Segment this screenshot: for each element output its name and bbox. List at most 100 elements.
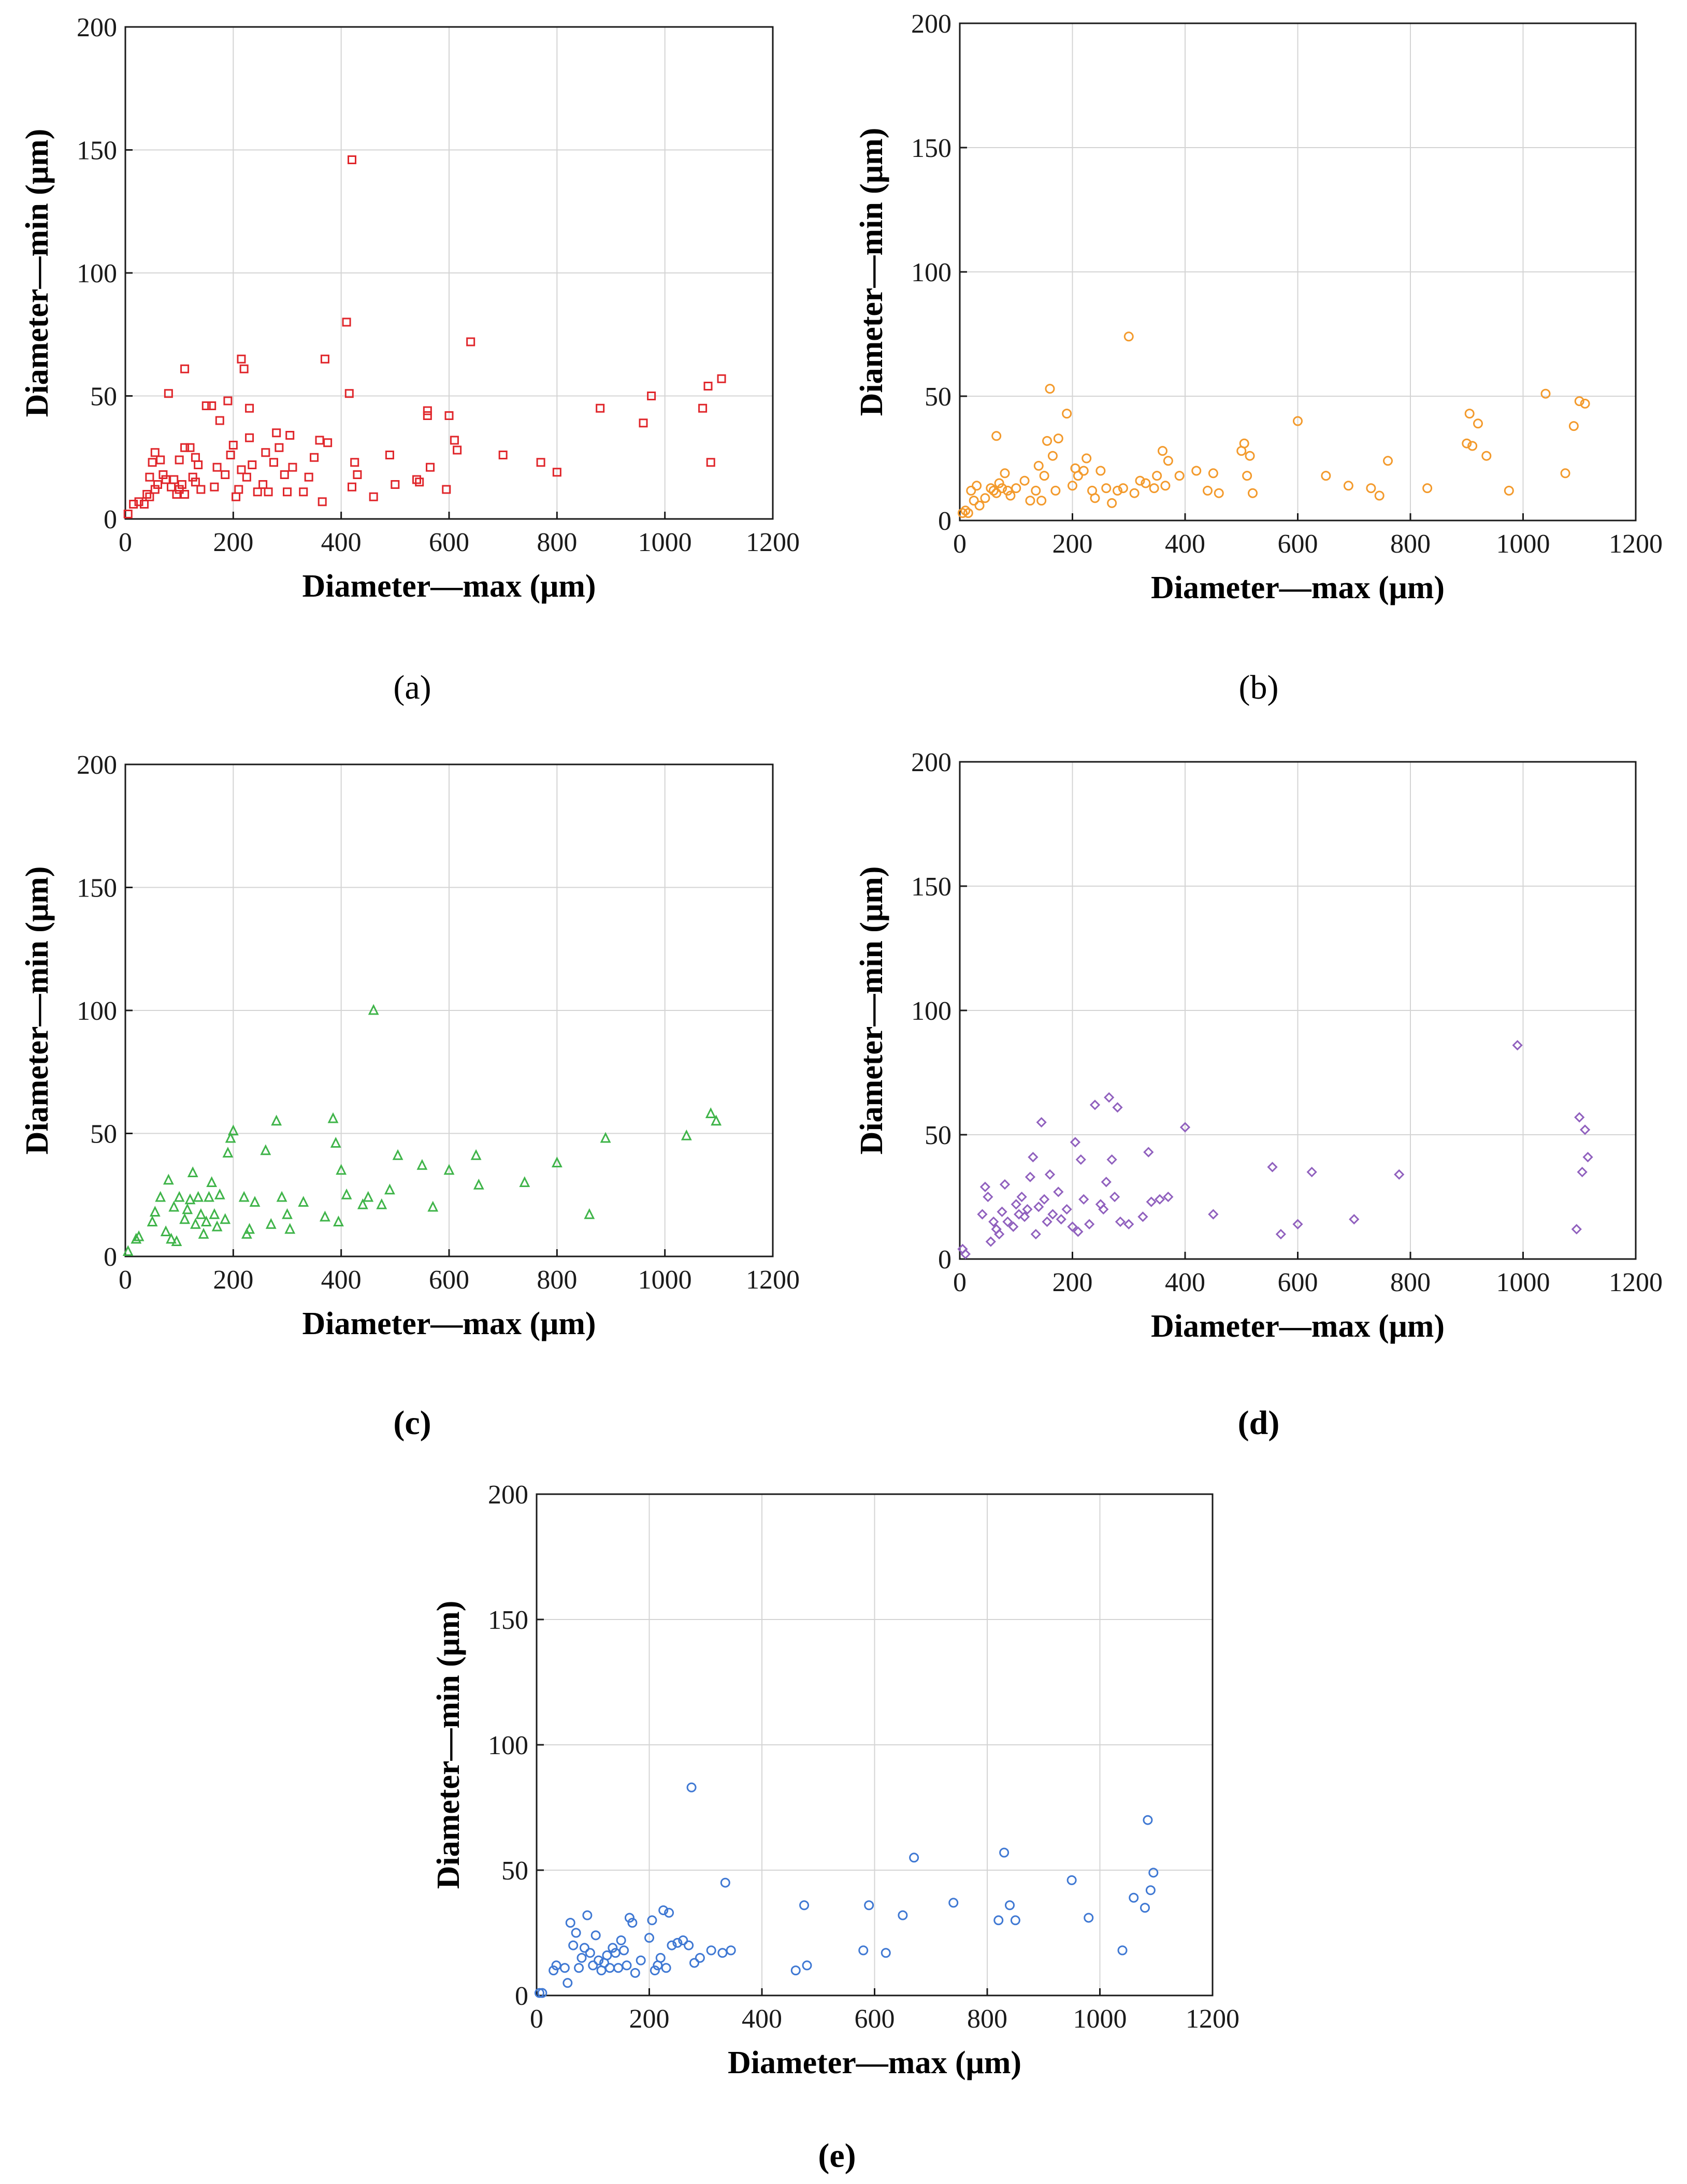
data-point bbox=[619, 1945, 629, 1956]
data-point bbox=[551, 1156, 563, 1167]
data-point bbox=[184, 1193, 196, 1205]
data-point bbox=[1106, 1154, 1117, 1165]
data-point bbox=[579, 1943, 589, 1953]
data-point bbox=[565, 1918, 575, 1928]
data-point bbox=[997, 483, 1007, 494]
data-point bbox=[549, 1965, 559, 1976]
data-point bbox=[392, 1149, 403, 1160]
x-tick-label: 0 bbox=[119, 1265, 132, 1295]
data-point bbox=[1044, 1169, 1056, 1180]
data-point bbox=[571, 1928, 581, 1938]
data-point bbox=[160, 1225, 171, 1236]
data-point bbox=[616, 1935, 626, 1946]
data-point bbox=[1129, 488, 1140, 498]
data-point bbox=[1053, 1187, 1064, 1197]
data-point bbox=[881, 1948, 891, 1958]
data-point bbox=[239, 364, 249, 373]
data-point bbox=[188, 472, 197, 482]
data-point bbox=[133, 1230, 145, 1241]
data-point bbox=[864, 1900, 874, 1911]
data-point bbox=[684, 1940, 694, 1950]
data-point bbox=[568, 1940, 579, 1950]
chart-c: 0 200 400 600 800 1000 1200 0 50 100 150 200 Diamete… bbox=[20, 750, 800, 1341]
data-point bbox=[142, 490, 152, 499]
data-point bbox=[260, 1144, 271, 1155]
data-point bbox=[552, 468, 561, 477]
panel-label-c: (c) bbox=[393, 1404, 431, 1442]
data-point bbox=[563, 1978, 573, 1988]
data-point bbox=[1146, 1196, 1157, 1207]
data-point bbox=[193, 1191, 204, 1202]
data-point bbox=[1039, 471, 1049, 481]
data-point bbox=[249, 1196, 261, 1207]
data-point bbox=[799, 1900, 810, 1911]
data-point bbox=[588, 1960, 598, 1971]
x-tick-label: 1200 bbox=[1186, 2004, 1239, 2034]
data-point bbox=[999, 1847, 1010, 1858]
data-point bbox=[1135, 475, 1145, 486]
data-point bbox=[999, 1179, 1011, 1190]
data-point bbox=[473, 1178, 484, 1190]
data-point bbox=[858, 1945, 869, 1956]
data-point bbox=[726, 1945, 736, 1956]
data-point bbox=[1042, 1216, 1052, 1227]
data-point bbox=[1148, 1868, 1159, 1878]
data-point bbox=[1574, 396, 1584, 407]
data-point bbox=[991, 431, 1002, 441]
data-point bbox=[221, 470, 230, 479]
data-point bbox=[1112, 1102, 1123, 1113]
data-point bbox=[210, 482, 219, 491]
data-point bbox=[1245, 451, 1255, 461]
data-point bbox=[175, 455, 184, 465]
data-point bbox=[1374, 490, 1385, 501]
x-tick-label: 600 bbox=[855, 2004, 895, 2034]
y-tick-label: 0 bbox=[515, 1981, 528, 2011]
data-point bbox=[536, 458, 545, 467]
data-point bbox=[1248, 488, 1258, 498]
y-tick-label: 100 bbox=[77, 259, 117, 288]
data-point bbox=[426, 462, 435, 472]
data-point bbox=[190, 1218, 201, 1229]
data-point bbox=[963, 508, 973, 518]
data-point bbox=[201, 401, 211, 410]
data-point bbox=[427, 1201, 439, 1212]
data-point bbox=[706, 1945, 716, 1956]
data-point bbox=[161, 475, 170, 484]
data-point bbox=[466, 337, 475, 346]
data-point bbox=[227, 1124, 239, 1136]
data-point bbox=[1068, 481, 1077, 491]
data-point bbox=[624, 1913, 635, 1923]
data-point bbox=[979, 1181, 991, 1192]
data-point bbox=[678, 1935, 688, 1946]
data-point bbox=[342, 317, 351, 327]
data-point bbox=[1141, 478, 1151, 488]
data-point bbox=[1011, 483, 1021, 494]
data-point bbox=[711, 1115, 722, 1126]
data-point bbox=[185, 443, 195, 452]
data-point bbox=[1053, 433, 1063, 444]
data-point bbox=[156, 455, 165, 465]
x-tick-label: 0 bbox=[953, 1268, 967, 1297]
x-tick-label: 0 bbox=[119, 528, 132, 557]
data-point bbox=[242, 472, 251, 482]
data-point bbox=[1067, 1221, 1078, 1232]
data-point bbox=[1242, 471, 1252, 481]
y-tick-label: 100 bbox=[911, 258, 951, 287]
data-point bbox=[416, 1159, 428, 1170]
data-point bbox=[1123, 1219, 1134, 1230]
data-point bbox=[237, 465, 246, 474]
data-point bbox=[1010, 1915, 1020, 1926]
data-point bbox=[174, 1191, 185, 1202]
data-point bbox=[596, 403, 605, 413]
data-point bbox=[1090, 493, 1100, 503]
data-point bbox=[1349, 1214, 1360, 1225]
y-tick-label: 200 bbox=[77, 750, 117, 780]
data-point bbox=[1160, 481, 1171, 491]
data-point bbox=[1571, 1224, 1582, 1235]
data-point bbox=[664, 1907, 674, 1918]
data-point bbox=[150, 485, 160, 494]
chart-b: 0 200 400 600 800 1000 1200 0 50 100 150 200 Diamete… bbox=[854, 9, 1663, 605]
data-point bbox=[1118, 483, 1128, 494]
data-point bbox=[180, 490, 190, 499]
data-point bbox=[1045, 384, 1055, 394]
